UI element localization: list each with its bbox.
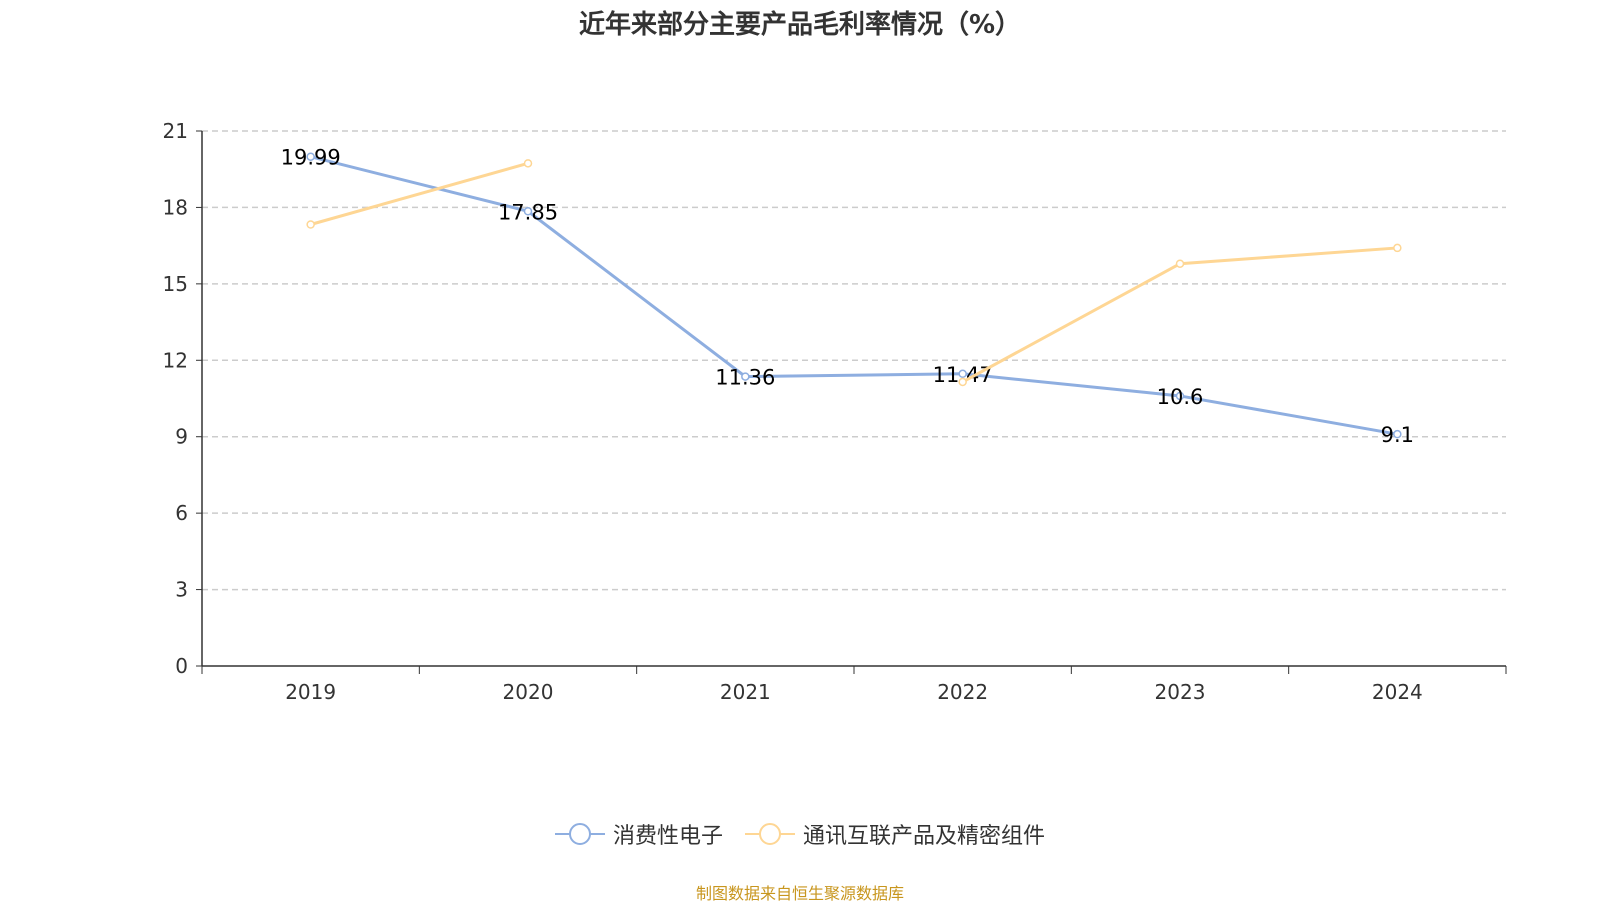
source-note: 制图数据来自恒生聚源数据库: [695, 884, 904, 903]
data-point: [523, 159, 533, 168]
legend-marker-icon: [554, 823, 605, 845]
legend-marker-icon: [745, 823, 795, 845]
data-label: 11.36: [715, 366, 775, 390]
x-tick-label: 2022: [937, 680, 988, 704]
y-tick-label: 6: [175, 501, 188, 525]
data-label: 9.1: [1381, 423, 1414, 447]
y-tick-label: 3: [175, 578, 188, 602]
legend: 消费性电子 通讯互联产品及精密组件: [0, 818, 1600, 850]
data-point: [1393, 429, 1402, 439]
series-line-2: [310, 161, 529, 226]
y-tick-label: 15: [163, 272, 188, 296]
y-tick-label: 21: [163, 119, 188, 143]
y-tick-label: 18: [163, 195, 188, 219]
data-point: [958, 377, 967, 387]
x-tick-label: 2023: [1155, 680, 1206, 704]
x-tick-label: 2021: [720, 680, 771, 704]
y-tick-label: 12: [163, 348, 188, 372]
series-line-1: [310, 155, 1398, 436]
legend-label: 消费性电子: [612, 824, 723, 849]
legend-label: 通讯互联产品及精密组件: [803, 824, 1046, 849]
legend-item-series-2[interactable]: 通讯互联产品及精密组件: [745, 818, 1045, 850]
x-tick-label: 2020: [503, 680, 554, 704]
data-point: [958, 369, 967, 379]
data-point: [306, 220, 315, 229]
data-label: 19.99: [281, 146, 341, 170]
data-point: [523, 207, 533, 216]
data-point: [741, 372, 750, 381]
x-tick-label: 2019: [285, 680, 336, 704]
data-point: [306, 152, 315, 161]
data-label: 10.6: [1157, 385, 1204, 409]
data-point: [1393, 243, 1402, 253]
x-tick-label: 2024: [1372, 680, 1423, 704]
data-point: [1175, 391, 1185, 401]
data-label: 17.85: [498, 200, 558, 224]
data-point: [1175, 259, 1185, 268]
series-line-2: [961, 246, 1398, 384]
chart-title: 近年来部分主要产品毛利率情况（%）: [578, 10, 1022, 40]
legend-item-series-1[interactable]: 消费性电子: [554, 818, 723, 850]
y-tick-label: 9: [175, 425, 188, 449]
y-tick-label: 0: [175, 654, 188, 678]
